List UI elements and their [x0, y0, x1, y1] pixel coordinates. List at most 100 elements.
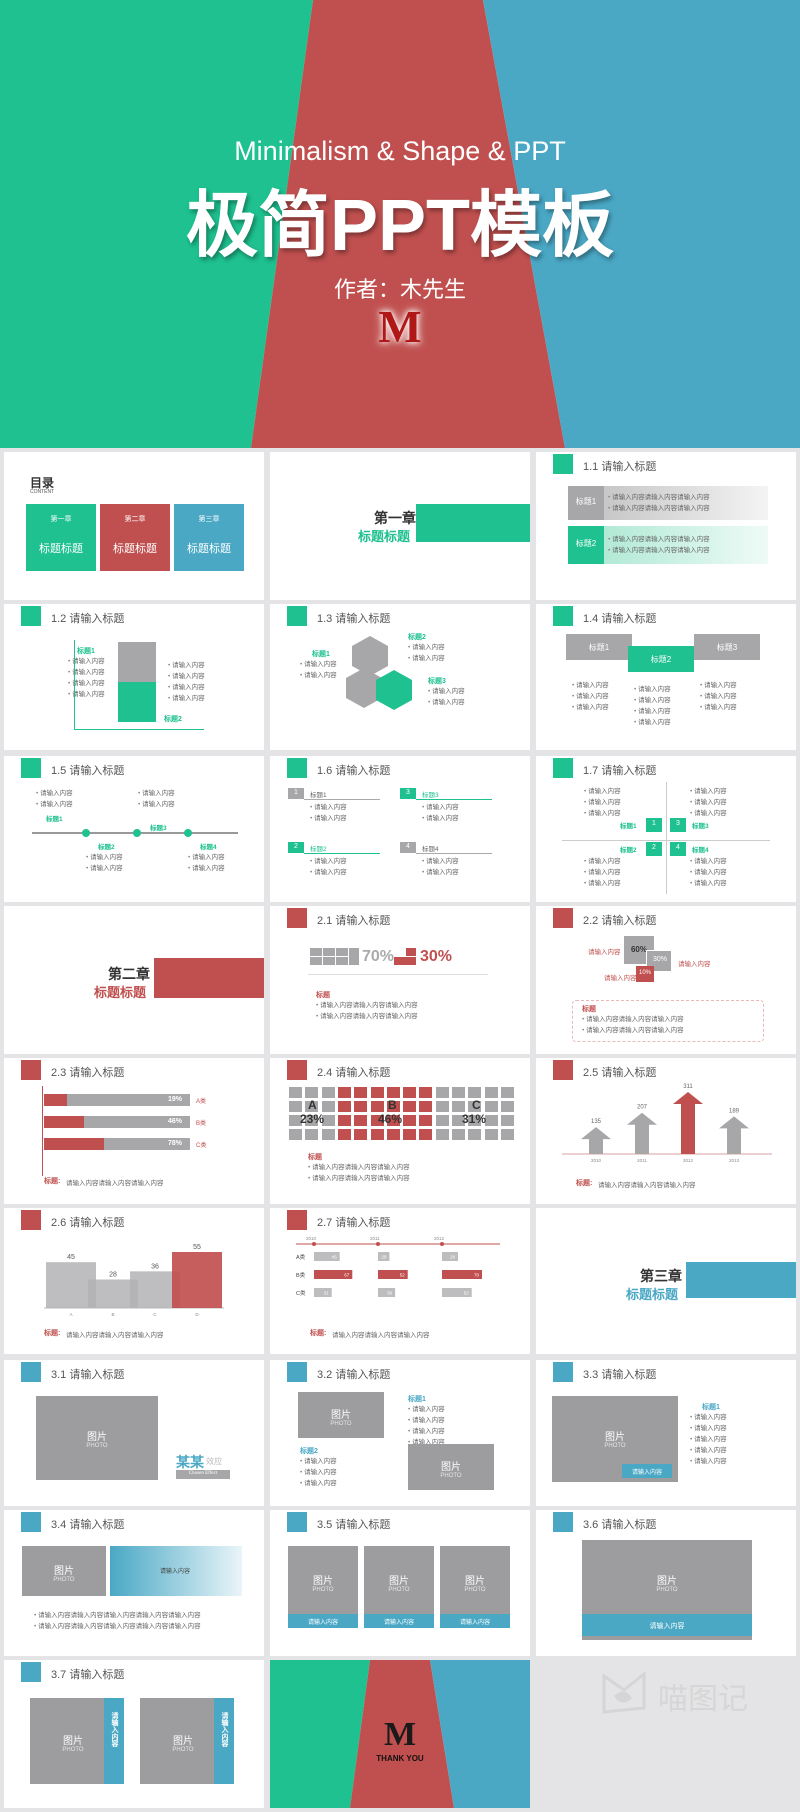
timeline-bar	[442, 1288, 472, 1297]
waffle-cell	[418, 1100, 434, 1113]
waffle-cell	[418, 1128, 434, 1141]
waffle-cell	[353, 1128, 369, 1141]
column-chart: 45 A 28 B 36 C 55 D	[44, 1244, 224, 1317]
slide-3-6[interactable]: 3.6 请输入标题 图片 PHOTO 请输入内容	[536, 1510, 796, 1656]
toc-card-2[interactable]: 第二章 标题标题	[100, 504, 170, 571]
column-category: A	[69, 1312, 72, 1317]
toc-sub: CONTENT	[30, 489, 55, 495]
timeline-value: 28	[450, 1255, 456, 1260]
bar-timeline-chart: 2010 2011 2012 A类 45 20 28 B类 67 52 70 C类 31 30 52	[296, 1236, 500, 1297]
bar-category: A类	[196, 1099, 207, 1105]
toc-card-3[interactable]: 第三章 标题标题	[174, 504, 244, 571]
timeline-year: 2011	[370, 1236, 380, 1241]
photo-placeholder: 图片 PHOTO	[36, 1396, 158, 1480]
waffle-cell	[467, 1100, 483, 1113]
waffle-cell	[320, 1128, 336, 1141]
timeline-value: 52	[464, 1291, 470, 1296]
slide-2-1[interactable]: 2.1 请输入标题 70% 30% 标题 请输入内容请输入内容请输入内容请输入内…	[270, 906, 530, 1054]
chapter-1-title: 第一章	[374, 510, 416, 526]
slide-2-7[interactable]: 2.7 请输入标题 2010 2011 2012 A类 45 20 28 B类 67 52 70 C类…	[270, 1208, 530, 1354]
waffle-cell	[499, 1114, 515, 1127]
waffle-cell	[451, 1128, 466, 1141]
toc-card-1[interactable]: 第一章 标题标题	[26, 504, 96, 571]
cover-logo: M	[378, 301, 422, 352]
bar-track	[44, 1094, 190, 1106]
slide-toc[interactable]: 目录 CONTENT 第一章 标题标题 第二章 标题标题 第三章 标题标题	[4, 452, 264, 600]
arrow-year: 2013	[729, 1158, 740, 1163]
slide-2-5[interactable]: 2.5 请输入标题 135 2010 207 2011 311 2012 189 2013 标…	[536, 1058, 796, 1204]
column-bar	[88, 1279, 138, 1308]
slide-3-7[interactable]: 3.7 请输入标题 图片 PHOTO 请输入内容 图片 PHOTO 请输入内容	[4, 1660, 264, 1808]
waffle-cell	[385, 1128, 401, 1141]
column-category: C	[153, 1312, 157, 1317]
slide-3-1[interactable]: 3.1 请输入标题 图片 PHOTO 某某 效应 Chosen Effect	[4, 1360, 264, 1506]
waffle-cell	[434, 1114, 450, 1127]
waffle-cell	[467, 1128, 483, 1141]
slide-1-2[interactable]: 1.2 请输入标题 标题1 请输入内容请输入内容请输入内容请输入内容 请输入内容…	[4, 604, 264, 750]
waffle-cell	[304, 1114, 320, 1127]
arrow-value: 135	[591, 1119, 602, 1125]
timeline-bar	[442, 1252, 458, 1261]
thank-you: THANK YOU	[376, 1754, 424, 1763]
waffle-cell	[402, 1114, 418, 1127]
slide-1-4[interactable]: 1.4 请输入标题 标题1 标题2 标题3 请输入内容请输入内容请输入内容 请输…	[536, 604, 796, 750]
slide-chapter-1[interactable]: 第一章 标题标题	[270, 452, 530, 600]
slide-2-6[interactable]: 2.6 请输入标题 45 A 28 B 36 C 55 D 标题: 请输入内容请输入内容请输入…	[4, 1208, 264, 1354]
timeline-value: 30	[387, 1291, 393, 1296]
column-value: 55	[193, 1244, 201, 1251]
column-category: D	[195, 1312, 199, 1317]
waffle-cell	[320, 1114, 336, 1127]
waffle-cell	[304, 1086, 320, 1099]
waffle-cell	[288, 1114, 303, 1127]
slide-2-4[interactable]: 2.4 请输入标题 A 23% B 46% C 31% 标题 请输入内容请输入内…	[270, 1058, 530, 1204]
cat-logo-icon	[602, 1670, 646, 1714]
timeline-year: 2012	[434, 1236, 445, 1241]
bar-category: C类	[196, 1143, 207, 1149]
bar-value: 46%	[168, 1118, 183, 1125]
arrow-bar	[673, 1092, 703, 1154]
cover-subtitle: Minimalism & Shape & PPT	[234, 136, 566, 166]
timeline-year: 2010	[306, 1236, 317, 1241]
waffle-cell	[336, 1100, 352, 1113]
slide-chapter-3[interactable]: 第三章 标题标题	[536, 1208, 796, 1354]
slide-chapter-2[interactable]: 第二章 标题标题	[4, 906, 264, 1054]
waffle-cell	[434, 1100, 450, 1113]
waffle-cell	[418, 1114, 434, 1127]
waffle-cell	[499, 1128, 515, 1141]
slide-1-5[interactable]: 1.5 请输入标题 请输入内容请输入内容 请输入内容请输入内容 标题1 标题3 …	[4, 756, 264, 902]
waffle-cell	[402, 1086, 418, 1099]
timeline-dot	[440, 1242, 444, 1246]
bar-category: B类	[196, 1121, 207, 1127]
waffle-cell	[353, 1114, 369, 1127]
slide-2-3[interactable]: 2.3 请输入标题 标题: 请输入内容请输入内容请输入内容 19% A类 46% B类…	[4, 1058, 264, 1204]
cover-slide[interactable]: Minimalism & Shape & PPT 极简PPT模板 作者：木先生 …	[0, 0, 800, 448]
slide-2-2[interactable]: 2.2 请输入标题 60% 30% 10% 请输入内容 请输入内容 请输入内容 …	[536, 906, 796, 1054]
waffle-cell	[336, 1086, 352, 1099]
column-category: B	[111, 1312, 114, 1317]
slide-end[interactable]: M THANK YOU	[270, 1660, 530, 1808]
waffle-cell	[353, 1086, 369, 1099]
waffle-cell	[288, 1086, 303, 1099]
slide-1-6[interactable]: 1.6 请输入标题 1 标题1 请输入内容请输入内容 3 标题3 请输入内容请输…	[270, 756, 530, 902]
column-value: 28	[109, 1271, 117, 1278]
waffle-cell	[451, 1100, 466, 1113]
slide-1-7[interactable]: 1.7 请输入标题 请输入内容请输入内容请输入内容 请输入内容请输入内容请输入内…	[536, 756, 796, 902]
timeline-dot	[312, 1242, 316, 1246]
bar-value: 78%	[168, 1140, 183, 1147]
slide-1-1[interactable]: 1.1 请输入标题 标题1 请输入内容请输入内容请输入内容请输入内容请输入内容请…	[536, 452, 796, 600]
waffle-cell	[402, 1128, 418, 1141]
row-label: A类	[296, 1253, 306, 1261]
chapter-1-label: 标题标题	[358, 529, 411, 544]
bar-value: 19%	[168, 1096, 183, 1103]
slide-3-5[interactable]: 3.5 请输入标题 图片 PHOTO 请输入内容 图片 PHOTO 请输入内容 图片…	[270, 1510, 530, 1656]
waffle-cell	[369, 1100, 385, 1113]
waffle-cell	[434, 1086, 450, 1099]
end-logo: M	[383, 1716, 417, 1753]
slide-1-3[interactable]: 1.3 请输入标题 标题2 请输入内容请输入内容 标题1 请输入内容请输入内容 …	[270, 604, 530, 750]
chapter-2-title: 第二章	[108, 966, 150, 982]
waffle-cell	[434, 1128, 450, 1141]
waffle-cell	[320, 1086, 336, 1099]
